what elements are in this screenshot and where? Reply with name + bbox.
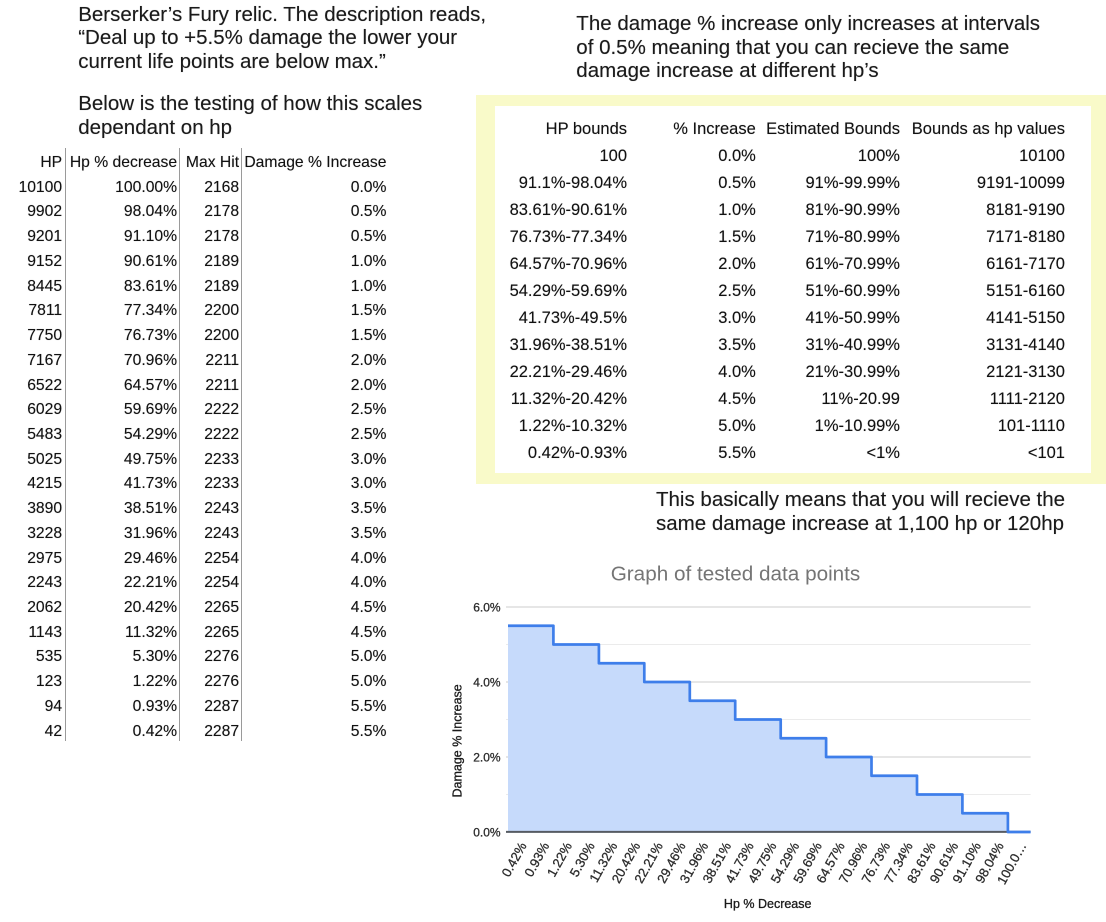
svg-text:Hp % Decrease: Hp % Decrease xyxy=(724,897,812,911)
svg-text:0.0%: 0.0% xyxy=(473,825,501,839)
svg-text:Graph of tested data points: Graph of tested data points xyxy=(611,563,861,586)
svg-text:2.0%: 2.0% xyxy=(473,750,501,764)
svg-text:4.0%: 4.0% xyxy=(473,675,501,689)
svg-text:Damage % Increase: Damage % Increase xyxy=(451,684,465,797)
svg-text:6.0%: 6.0% xyxy=(473,600,501,614)
